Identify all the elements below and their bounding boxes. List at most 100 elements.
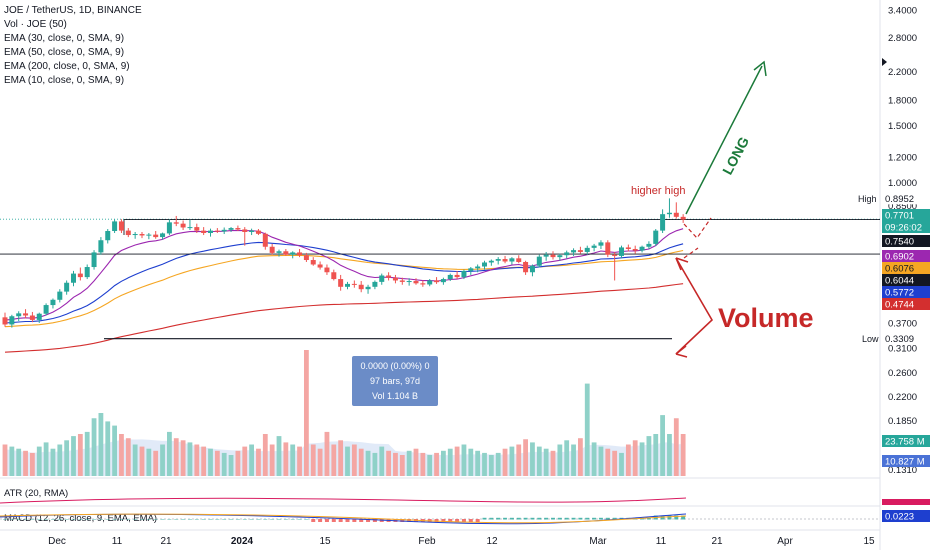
macd-histogram-bar — [167, 519, 172, 520]
price-level-badge: 0.6076 — [885, 264, 914, 275]
candle-body — [249, 230, 255, 233]
y-tick-label: 1.0000 — [888, 178, 917, 189]
y-tick-label: 0.2600 — [888, 368, 917, 379]
candle-body — [310, 260, 316, 265]
volume-bar — [214, 450, 220, 476]
macd-histogram-bar — [598, 517, 603, 520]
volume-bar — [331, 444, 337, 476]
candle-body — [646, 243, 652, 247]
macd-histogram-bar — [140, 519, 144, 520]
higher-high-label: higher high — [631, 185, 685, 197]
macd-histogram-bar — [297, 519, 302, 520]
legend-ema-10[interactable]: EMA (10, close, 0, SMA, 9) — [4, 75, 125, 86]
candle-body — [577, 250, 583, 252]
candle-body — [36, 313, 42, 320]
volume-bar — [30, 452, 35, 476]
volume-bar — [324, 431, 330, 476]
legend-ema-30[interactable]: EMA (30, close, 0, SMA, 9) — [4, 33, 125, 44]
candle-body — [502, 259, 508, 262]
volume-bar — [454, 446, 460, 476]
candle-body — [146, 234, 152, 236]
measure-box — [352, 356, 438, 406]
candle-body — [372, 281, 378, 287]
candle-body — [91, 252, 97, 268]
symbol-title[interactable]: JOE / TetherUS, 1D, BINANCE — [4, 5, 142, 16]
macd-histogram-bar — [592, 517, 597, 520]
candle-body — [557, 255, 563, 258]
volume-ma-badge-bg — [882, 455, 930, 467]
volume-bar — [639, 442, 645, 476]
volume-bar — [653, 434, 659, 476]
chart-legend: JOE / TetherUS, 1D, BINANCE Vol · JOE (5… — [4, 4, 142, 88]
volume-bar — [23, 450, 28, 476]
macd-histogram-bar — [304, 519, 309, 520]
macd-histogram-bar — [23, 519, 28, 520]
volume-bar — [543, 448, 549, 476]
price-level-badge-bg — [882, 298, 930, 310]
atr-badge — [882, 499, 930, 505]
volume-bar — [84, 431, 90, 476]
candle-body — [529, 265, 535, 273]
macd-histogram-bar — [352, 519, 357, 522]
volume-bar — [420, 452, 426, 476]
price-level-badge: 0.4744 — [885, 300, 914, 311]
long-arrowhead-icon — [753, 60, 767, 77]
candle-body — [29, 315, 35, 320]
volume-bar — [625, 444, 631, 476]
volume-bar — [386, 450, 391, 476]
legend-ema-50[interactable]: EMA (50, close, 0, SMA, 9) — [4, 47, 125, 58]
candle-body — [112, 221, 118, 232]
macd-histogram-bar — [318, 519, 323, 522]
candle-body — [660, 214, 666, 231]
candle-body — [118, 221, 124, 231]
candle-body — [194, 227, 200, 231]
macd-histogram-bar — [235, 519, 240, 520]
volume-bar — [365, 450, 371, 476]
volume-bar — [139, 446, 145, 476]
macd-histogram-bar — [174, 519, 179, 520]
legend-volume[interactable]: Vol · JOE (50) — [4, 19, 67, 30]
volume-bar — [468, 448, 474, 476]
x-tick-label: Feb — [418, 536, 436, 547]
candle-body — [276, 251, 282, 253]
macd-histogram-bar — [448, 519, 453, 522]
price-level-badge: 0.6044 — [885, 276, 914, 287]
countdown-badge-bg — [882, 221, 930, 233]
volume-bar — [242, 446, 248, 476]
macd-value-badge: 0.0223 — [885, 512, 914, 523]
macd-histogram-bar — [277, 519, 281, 520]
volume-current-badge-bg — [882, 435, 930, 447]
legend-ema-200[interactable]: EMA (200, close, 0, SMA, 9) — [4, 61, 130, 72]
candle-body — [392, 277, 398, 281]
volume-bar — [441, 450, 446, 476]
last-price-badge: 0.7701 — [885, 211, 914, 222]
volume-bar — [358, 448, 364, 476]
volume-bar — [509, 446, 515, 476]
volume-bar — [2, 444, 8, 476]
candle-body — [666, 212, 672, 215]
volume-bar — [523, 439, 528, 476]
candle-body — [571, 250, 577, 253]
volume-bar — [304, 350, 309, 476]
macd-histogram-bar — [537, 517, 542, 520]
macd-histogram-bar — [475, 519, 480, 522]
macd-histogram-bar — [681, 515, 686, 520]
y-tick-label: 3.4000 — [888, 6, 917, 17]
candle-body — [98, 240, 104, 253]
volume-bar — [262, 434, 268, 476]
macd-histogram-bar — [407, 519, 412, 522]
volume-bar — [372, 452, 378, 476]
x-tick-label: 21 — [160, 536, 172, 547]
candle-body — [591, 245, 597, 248]
macd-histogram-bar — [290, 519, 295, 520]
volume-bar — [598, 446, 604, 476]
ema-30-line — [4, 241, 684, 324]
macd-histogram-bar — [646, 517, 651, 520]
candle-body — [201, 230, 207, 234]
volume-bar — [351, 444, 357, 476]
y-tick-label: 0.3100 — [888, 343, 917, 354]
macd-histogram-bar — [585, 517, 590, 520]
macd-histogram-bar — [16, 519, 21, 520]
